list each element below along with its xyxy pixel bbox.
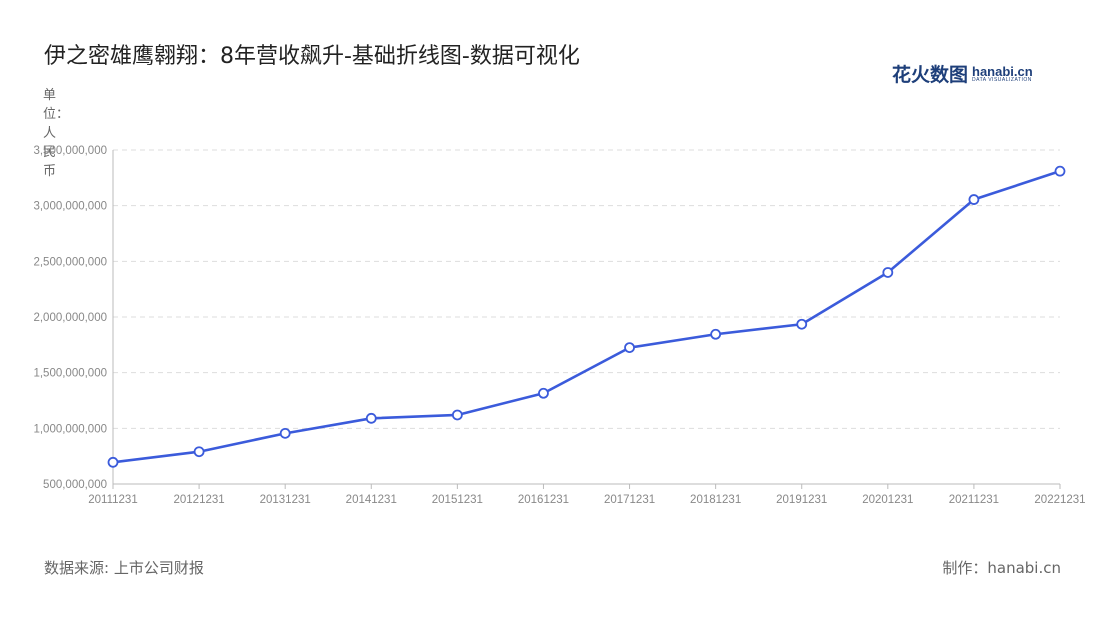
brand-logo: 花火数图 hanabi.cn DATA VISUALIZATION [892,60,1033,87]
y-tick-label: 3,000,000,000 [33,201,107,213]
data-point [451,409,463,421]
data-point [624,342,635,354]
data-point [193,446,205,458]
y-tick-label: 2,000,000,000 [33,312,107,324]
y-tick-label: 3,500,000,000 [33,145,107,157]
y-tick-label: 1,500,000,000 [33,368,107,380]
point-layer [107,165,1066,468]
data-point [710,328,722,340]
logo-cn-text: 花火数图 [892,64,969,86]
x-tick-label: 20111231 [88,494,137,506]
x-tick-label: 20161231 [518,494,569,506]
grid-layer [113,149,1060,429]
y-tick-label: 1,000,000,000 [33,423,107,435]
x-tick-label: 20151231 [432,494,483,506]
data-point [279,427,291,439]
x-tick-label: 20131231 [260,494,311,506]
credit: 制作：hanabi.cn [942,559,1061,577]
x-tick-label: 20221231 [1034,494,1085,506]
x-tick-label: 20141231 [346,494,397,506]
x-tick-label: 20171231 [604,494,655,506]
data-point [1054,165,1066,177]
x-tick-label: 20201231 [862,494,913,506]
line-layer [112,169,1061,464]
y-tick-label: 500,000,000 [43,479,107,491]
x-tick-label: 20191231 [776,494,827,506]
axis-layer: 500,000,000 1,000,000,000 1,500,000,000 2,0… [33,145,1085,506]
data-point [365,412,377,424]
data-point [968,194,980,205]
data-point [882,267,894,278]
logo-sub-text: DATA VISUALIZATION [972,76,1032,83]
data-point [107,456,119,468]
x-tick-label: 20121231 [174,494,225,506]
data-source: 数据来源: 上市公司财报 [44,559,204,577]
logo-en-text: hanabi.cn [972,63,1033,79]
data-point [538,387,549,399]
data-point [796,318,808,330]
x-tick-label: 20211231 [949,494,999,506]
x-tick-label: 20181231 [690,494,741,506]
logo-en-group: hanabi.cn DATA VISUALIZATION [972,65,1033,83]
chart-title: 伊之密雄鹰翱翔：8年营收飙升-基础折线图-数据可视化 [44,44,580,69]
y-tick-label: 2,500,000,000 [33,256,107,268]
series-line [112,169,1061,464]
